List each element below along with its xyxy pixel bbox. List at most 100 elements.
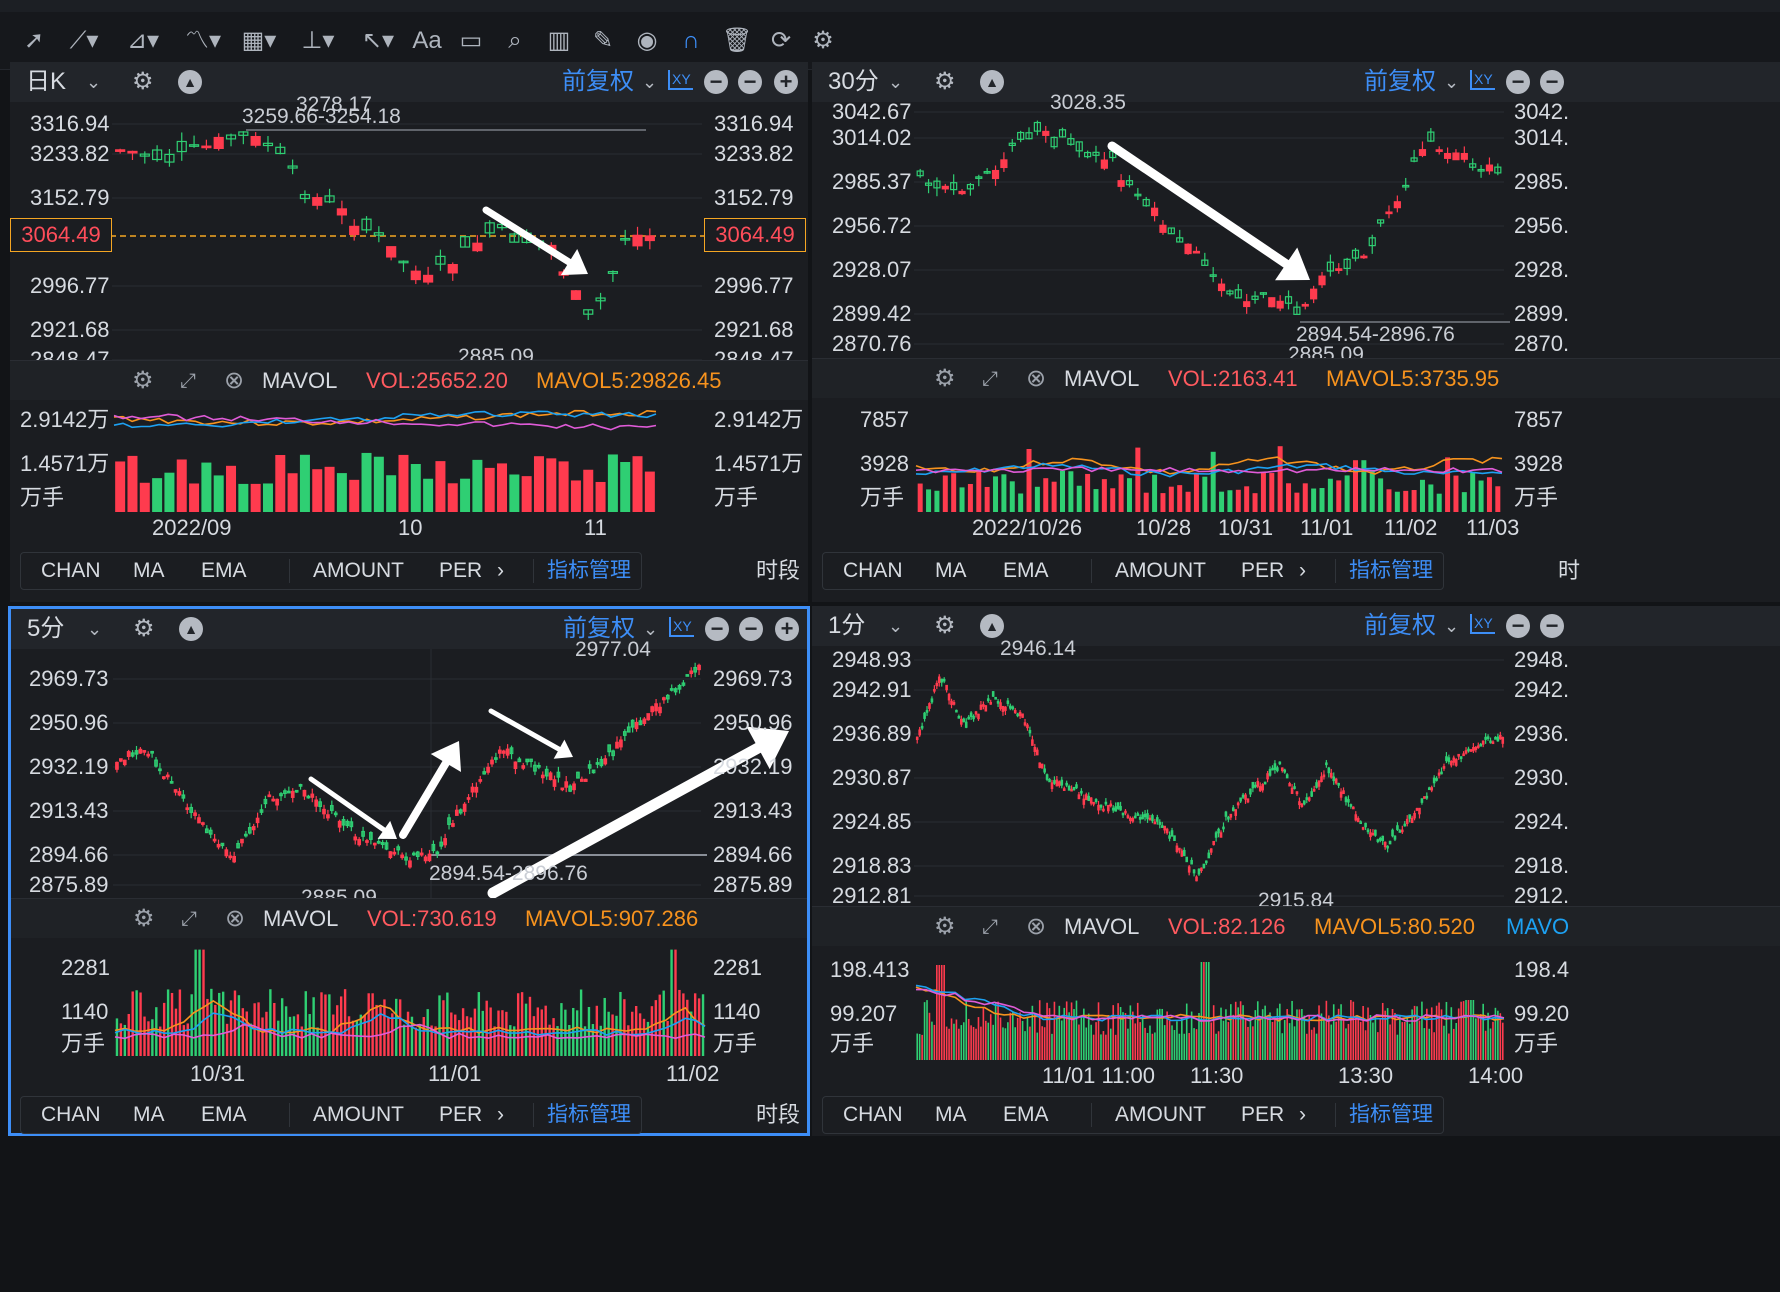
- xy-scale-icon[interactable]: XY: [1470, 614, 1495, 634]
- close-icon[interactable]: ⊗: [225, 905, 246, 932]
- period-selector[interactable]: 日K: [26, 68, 67, 95]
- time-range-button[interactable]: 时: [1558, 558, 1581, 583]
- tab-amount[interactable]: AMOUNT: [313, 559, 404, 582]
- chevron-right-icon[interactable]: ›: [497, 1103, 504, 1126]
- gear-icon[interactable]: ⚙: [934, 612, 956, 639]
- expand-icon[interactable]: ⤢: [982, 916, 998, 938]
- gear-icon[interactable]: ⚙: [133, 905, 155, 932]
- zoom-in-icon[interactable]: +: [774, 70, 798, 94]
- chevron-right-icon[interactable]: ›: [1299, 1103, 1306, 1126]
- minimize-icon[interactable]: −: [1540, 614, 1564, 638]
- time-range-button[interactable]: 时段: [756, 558, 801, 583]
- adjust-selector[interactable]: 前复权: [1364, 68, 1436, 95]
- chevron-down-icon[interactable]: ⌄: [1444, 72, 1460, 92]
- price-plot[interactable]: 2948.93 2942.91 2936.89 2930.87 2924.85 2918.…: [812, 638, 1780, 912]
- xy-scale-icon[interactable]: XY: [669, 617, 694, 637]
- tab-per[interactable]: PER: [439, 559, 483, 582]
- chevron-down-icon[interactable]: ⌄: [86, 72, 102, 92]
- indicator-manager-link[interactable]: 指标管理: [547, 559, 631, 582]
- price-plot[interactable]: 3042.67 3014.02 2985.37 2956.72 2928.07 2899.…: [812, 92, 1780, 366]
- price-plot[interactable]: 3316.943233.823152.792996.772921.682848.…: [10, 94, 808, 372]
- volume-plot[interactable]: 2.9142万 1.4571万 万手 2.9142万 1.4571万 万手: [10, 400, 808, 512]
- chevron-down-icon[interactable]: ⌄: [888, 616, 904, 636]
- xy-scale-icon[interactable]: XY: [1470, 70, 1495, 90]
- volume-plot[interactable]: 2281 1140 万手 2281 1140 万手: [11, 938, 807, 1060]
- expand-icon[interactable]: ⤢: [180, 370, 196, 392]
- volume-plot[interactable]: 198.413 99.207 万手 198.4 99.20 万手: [812, 946, 1780, 1060]
- gear-icon[interactable]: ⚙: [934, 365, 956, 392]
- adjust-selector[interactable]: 前复权: [1364, 612, 1436, 639]
- minimize-icon[interactable]: −: [739, 617, 763, 641]
- sync-icon[interactable]: ⟳: [770, 27, 792, 54]
- fib-icon[interactable]: ▦▾: [241, 27, 277, 54]
- period-selector[interactable]: 1分: [828, 612, 866, 639]
- zoom-out-icon[interactable]: −: [1506, 614, 1530, 638]
- candles-icon[interactable]: ▥: [547, 27, 571, 54]
- tab-ema[interactable]: EMA: [1003, 559, 1049, 582]
- tab-ma[interactable]: MA: [935, 1103, 967, 1126]
- eye-icon[interactable]: ◉: [636, 27, 658, 54]
- adjust-selector[interactable]: 前复权: [563, 615, 635, 642]
- tab-per[interactable]: PER: [1241, 559, 1285, 582]
- tab-chan[interactable]: CHAN: [843, 1103, 903, 1126]
- comment-icon[interactable]: ▭: [459, 27, 483, 54]
- indicator-selector[interactable]: MAVOL: [263, 906, 339, 931]
- tab-chan[interactable]: CHAN: [843, 559, 903, 582]
- collapse-icon[interactable]: ▲: [980, 614, 1004, 638]
- minimize-icon[interactable]: −: [1540, 70, 1564, 94]
- tab-amount[interactable]: AMOUNT: [1115, 559, 1206, 582]
- indicator-selector[interactable]: MAVOL: [1064, 914, 1140, 939]
- tab-amount[interactable]: AMOUNT: [313, 1103, 404, 1126]
- cursor-icon[interactable]: ➚: [23, 27, 45, 54]
- xy-scale-icon[interactable]: XY: [668, 70, 693, 90]
- collapse-icon[interactable]: ▲: [178, 70, 202, 94]
- trash-icon[interactable]: 🗑: [722, 27, 753, 54]
- line-icon[interactable]: ⟋▾: [69, 27, 99, 54]
- text-icon[interactable]: Aa: [412, 27, 442, 54]
- gear-icon[interactable]: ⚙: [133, 615, 155, 642]
- close-icon[interactable]: ⊗: [1026, 365, 1047, 392]
- tab-ema[interactable]: EMA: [201, 1103, 247, 1126]
- arrow-icon[interactable]: ↖▾: [361, 27, 395, 54]
- gear-icon[interactable]: ⚙: [132, 68, 154, 95]
- wave-icon[interactable]: 〽▾: [184, 27, 222, 54]
- channel-icon[interactable]: ⊿▾: [126, 27, 160, 54]
- indicator-manager-link[interactable]: 指标管理: [1349, 559, 1433, 582]
- time-range-button[interactable]: 时段: [756, 1102, 801, 1127]
- period-selector[interactable]: 30分: [828, 68, 879, 95]
- chevron-down-icon[interactable]: ⌄: [642, 72, 658, 92]
- gear-icon[interactable]: ⚙: [934, 68, 956, 95]
- gear-icon[interactable]: ⚙: [812, 27, 834, 54]
- magnet-icon[interactable]: ∩: [682, 27, 700, 54]
- chevron-right-icon[interactable]: ›: [497, 559, 504, 582]
- collapse-icon[interactable]: ▲: [179, 617, 203, 641]
- collapse-icon[interactable]: ▲: [980, 70, 1004, 94]
- measure-icon[interactable]: ⊥▾: [301, 27, 335, 54]
- tab-chan[interactable]: CHAN: [41, 559, 101, 582]
- adjust-selector[interactable]: 前复权: [562, 68, 634, 95]
- volume-plot[interactable]: 7857 3928 万手 7857 3928 万手: [812, 398, 1780, 512]
- gear-icon[interactable]: ⚙: [132, 367, 154, 394]
- tab-per[interactable]: PER: [1241, 1103, 1285, 1126]
- tab-ema[interactable]: EMA: [1003, 1103, 1049, 1126]
- indicator-selector[interactable]: MAVOL: [262, 368, 338, 393]
- tab-amount[interactable]: AMOUNT: [1115, 1103, 1206, 1126]
- brush-icon[interactable]: ✎: [592, 27, 614, 54]
- chevron-down-icon[interactable]: ⌄: [888, 72, 904, 92]
- tab-ema[interactable]: EMA: [201, 559, 247, 582]
- tab-ma[interactable]: MA: [133, 559, 165, 582]
- expand-icon[interactable]: ⤢: [181, 908, 197, 930]
- price-plot[interactable]: 2969.73 2950.96 2932.19 2913.43 2894.66 2875.…: [11, 639, 807, 909]
- tab-chan[interactable]: CHAN: [41, 1103, 101, 1126]
- zoom-out-icon[interactable]: −: [705, 617, 729, 641]
- expand-icon[interactable]: ⤢: [982, 368, 998, 390]
- chevron-right-icon[interactable]: ›: [1299, 559, 1306, 582]
- zoom-out-icon[interactable]: −: [704, 70, 728, 94]
- indicator-manager-link[interactable]: 指标管理: [547, 1103, 631, 1126]
- tab-ma[interactable]: MA: [935, 559, 967, 582]
- gear-icon[interactable]: ⚙: [934, 913, 956, 940]
- period-selector[interactable]: 5分: [27, 615, 65, 642]
- chevron-down-icon[interactable]: ⌄: [87, 619, 103, 639]
- close-icon[interactable]: ⊗: [1026, 913, 1047, 940]
- indicator-manager-link[interactable]: 指标管理: [1349, 1103, 1433, 1126]
